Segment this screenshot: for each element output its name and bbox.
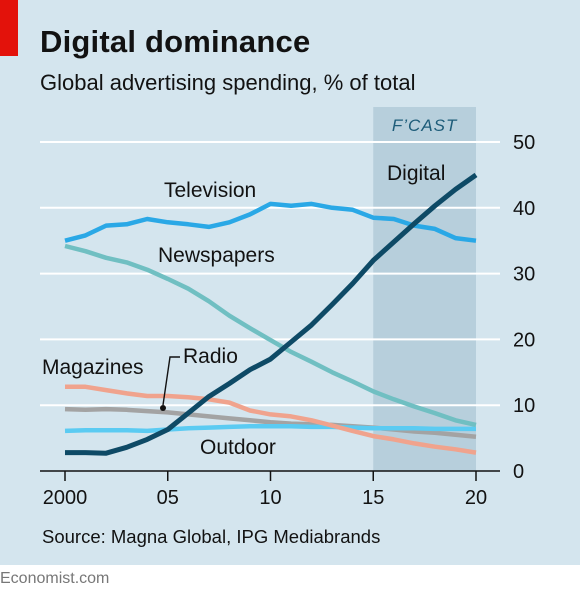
y-tick-label-10: 10	[513, 395, 535, 417]
series-line-radio	[64, 406, 477, 440]
radio-leader-line	[162, 356, 180, 406]
series-labels: Television Digital Newspapers Magazines Radi…	[42, 162, 445, 459]
radio-leader-dot	[160, 405, 166, 411]
series-label-radio: Radio	[183, 345, 238, 368]
series-label-magazines: Magazines	[42, 356, 144, 379]
x-axis-ticks: 2000 05 10 15 20	[43, 471, 487, 509]
series-label-television: Television	[164, 179, 256, 202]
x-tick-label-2000: 2000	[43, 487, 88, 509]
brand-footer: Economist.com	[0, 570, 110, 587]
y-axis-ticks: 0 10 20 30 40 50	[513, 132, 535, 483]
chart-subtitle: Global advertising spending, % of total	[40, 70, 416, 95]
series-label-digital: Digital	[387, 162, 445, 185]
x-tick-label-20: 20	[465, 487, 487, 509]
series-line-magazines	[65, 384, 477, 455]
series-line-television	[64, 201, 477, 243]
x-tick-label-05: 05	[157, 487, 179, 509]
source-note: Source: Magna Global, IPG Mediabrands	[42, 526, 381, 547]
y-tick-label-30: 30	[513, 264, 535, 286]
forecast-label: F’CAST	[392, 116, 458, 135]
y-tick-label-40: 40	[513, 198, 535, 220]
series-label-outdoor: Outdoor	[200, 436, 276, 459]
y-tick-label-50: 50	[513, 132, 535, 154]
series-label-newspapers: Newspapers	[158, 244, 275, 267]
line-chart: F’CAST 0 10 20 30 40 50 2000 05 10 15 20 Televisi…	[40, 107, 535, 509]
x-tick-label-15: 15	[362, 487, 384, 509]
series-lines	[64, 172, 478, 456]
gridlines	[40, 141, 500, 407]
series-line-newspapers	[64, 243, 477, 428]
y-tick-label-0: 0	[513, 461, 524, 483]
economist-red-tag	[0, 0, 18, 56]
series-line-outdoor	[64, 424, 476, 434]
x-tick-label-10: 10	[259, 487, 281, 509]
chart-title: Digital dominance	[40, 24, 311, 59]
y-tick-label-20: 20	[513, 329, 535, 351]
series-line-digital	[65, 172, 478, 456]
